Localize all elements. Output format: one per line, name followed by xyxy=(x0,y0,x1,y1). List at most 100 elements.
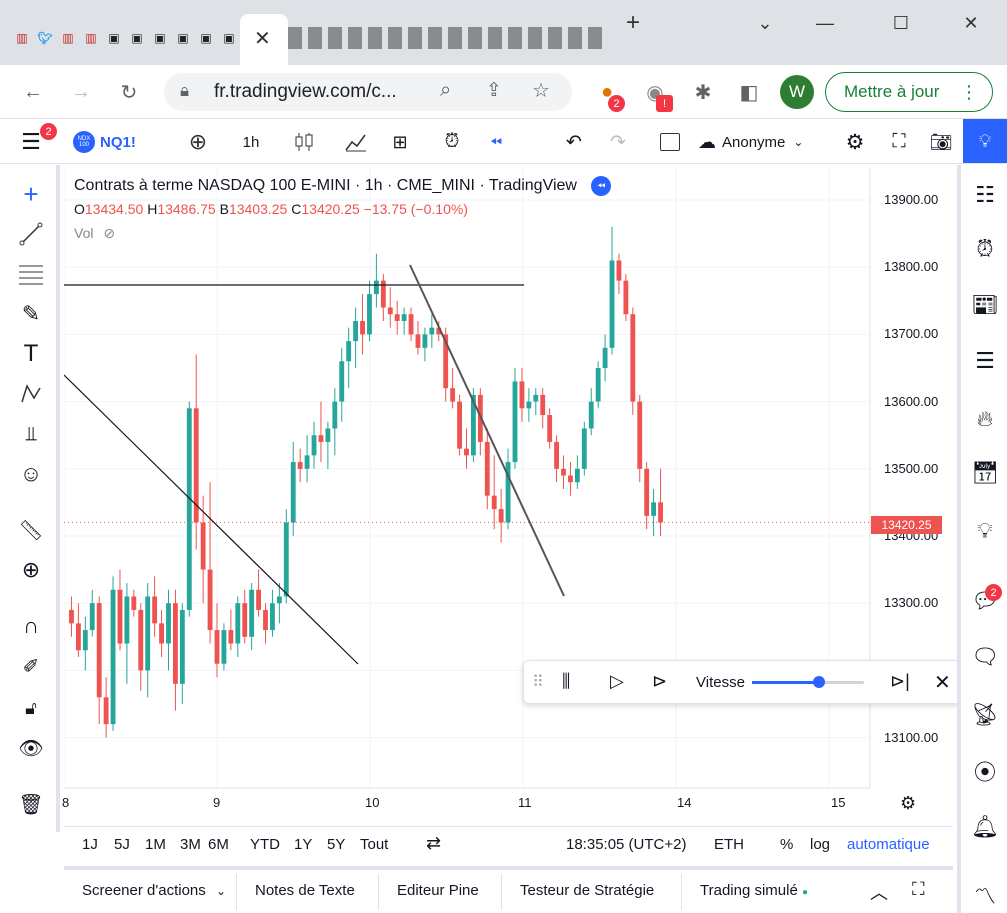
app-icon[interactable]: ▣ xyxy=(108,31,120,45)
omnibox[interactable]: 🔒︎ fr.tradingview.com/c... ⌕ ⇪ ☆ xyxy=(164,73,572,111)
data-window-icon[interactable]: ☰ xyxy=(975,348,995,373)
ideas-bulb-icon[interactable]: 💡︎ xyxy=(963,119,1007,163)
layout-square-icon[interactable] xyxy=(658,127,682,157)
alerts-clock-icon[interactable]: ⏰︎ xyxy=(976,236,994,261)
app-icon[interactable]: ▣ xyxy=(154,31,166,45)
side-panel-icon[interactable]: ◧ xyxy=(739,81,759,104)
update-button[interactable]: Mettre à jour ⋮ xyxy=(825,72,993,112)
watchlist-icon[interactable]: ☷ xyxy=(975,182,995,207)
ruler-icon[interactable]: 📏︎ xyxy=(18,519,44,542)
axis-settings-gear-icon[interactable]: ⚙︎ xyxy=(900,793,917,813)
eye-icon[interactable]: 👁︎ xyxy=(18,737,44,760)
range-button-1y[interactable]: 1Y xyxy=(294,836,313,853)
range-button-tout[interactable]: Tout xyxy=(360,836,389,853)
calendar-icon[interactable]: 📅︎ xyxy=(971,460,999,485)
alert-clock-icon[interactable]: ⏰︎ xyxy=(444,131,460,152)
zoom-in-icon[interactable]: ⊕ xyxy=(21,557,41,582)
streams-icon[interactable]: 📡︎ xyxy=(971,702,999,727)
broadcast-icon[interactable]: ⦿ xyxy=(973,760,996,785)
auto-scale-button[interactable]: automatique xyxy=(847,836,930,853)
fib-lines-icon[interactable] xyxy=(14,257,48,291)
close-replay-icon[interactable]: ✕ xyxy=(934,672,951,694)
range-button-5y[interactable]: 5Y xyxy=(327,836,346,853)
redo-icon[interactable]: ↷ xyxy=(610,131,626,153)
settings-gear-icon[interactable]: ⚙︎ xyxy=(845,130,865,154)
clock-display[interactable]: 18:35:05 (UTC+2) xyxy=(566,836,687,853)
app-icon[interactable]: ▣ xyxy=(223,31,235,45)
log-scale-button[interactable]: log xyxy=(810,836,831,853)
unlock-icon[interactable]: 🔓︎ xyxy=(25,697,37,718)
fullscreen-icon[interactable]: ⛶ xyxy=(892,131,906,152)
close-tab-icon[interactable]: ✕ xyxy=(254,28,271,50)
collapse-panel-icon[interactable]: ︿ xyxy=(870,883,888,903)
twitter-icon[interactable]: 🐦︎ xyxy=(37,31,53,45)
tab-text-notes[interactable]: Notes de Texte xyxy=(255,882,355,899)
tab-stock-screener[interactable]: Screener d'actions ⌄ xyxy=(82,882,226,899)
tab-pine-editor[interactable]: Editeur Pine xyxy=(397,882,479,899)
undo-icon[interactable]: ↶ xyxy=(566,131,582,153)
app-icon[interactable]: ▣ xyxy=(200,31,212,45)
hotlist-flame-icon[interactable]: 🔥︎ xyxy=(976,406,994,431)
range-button-6m[interactable]: 6M xyxy=(208,836,229,853)
account-dropdown[interactable]: ☁︎ Anonyme ⌄ xyxy=(698,127,803,157)
pattern-icon[interactable] xyxy=(14,377,48,411)
emoji-icon[interactable]: ☺ xyxy=(19,461,43,486)
tab-paper-trading[interactable]: Trading simulé ● xyxy=(700,882,808,899)
speed-slider[interactable] xyxy=(752,676,864,688)
tab-strategy-tester[interactable]: Testeur de Stratégie xyxy=(520,882,655,899)
share-icon[interactable]: ⇪ xyxy=(486,80,502,101)
app-icon[interactable]: ▣ xyxy=(131,31,143,45)
back-button[interactable]: ← xyxy=(23,80,43,103)
price-chart-svg[interactable] xyxy=(64,168,953,823)
compare-add-icon[interactable]: ⊕ xyxy=(188,129,208,154)
volume-legend[interactable]: Vol ⊘ xyxy=(74,225,115,242)
camera-icon[interactable]: 📷︎ xyxy=(929,131,953,152)
kebab-menu-icon[interactable]: ⋮ xyxy=(960,81,978,102)
select-bar-icon[interactable]: ⫼ xyxy=(562,671,571,691)
range-button-ytd[interactable]: YTD xyxy=(250,836,280,853)
zoom-icon[interactable]: ⌕ xyxy=(440,79,452,101)
maximize-panel-icon[interactable]: ⛶ xyxy=(912,879,925,899)
new-tab-button[interactable]: + xyxy=(625,9,640,36)
bookmark-star-icon[interactable]: ☆ xyxy=(532,80,550,102)
trend-up-icon[interactable]: 〽 xyxy=(973,884,996,909)
notifications-bell-icon[interactable]: 🔔︎ xyxy=(971,814,999,839)
range-button-1m[interactable]: 1M xyxy=(145,836,166,853)
hamburger-menu-icon[interactable]: ☰ xyxy=(21,129,41,154)
play-icon[interactable]: ▷ xyxy=(610,671,624,691)
percent-scale-button[interactable]: % xyxy=(780,836,794,853)
url-text[interactable]: fr.tradingview.com/c... xyxy=(214,81,397,102)
trend-line-icon[interactable] xyxy=(14,217,48,251)
app-icon[interactable]: ▣ xyxy=(177,31,189,45)
chart-icon[interactable]: ▥ xyxy=(85,31,97,45)
speed-slider-knob[interactable] xyxy=(813,676,826,688)
maximize-button[interactable]: ☐ xyxy=(892,12,910,33)
measure-forecast-icon[interactable]: ⫫ xyxy=(25,422,37,445)
chart-icon[interactable]: ▥ xyxy=(16,31,28,45)
close-window-button[interactable]: ✕ xyxy=(963,12,979,33)
eye-hidden-icon[interactable]: ⊘ xyxy=(103,225,116,241)
range-button-3m[interactable]: 3M xyxy=(180,836,201,853)
chart-icon[interactable]: ▥ xyxy=(62,31,74,45)
range-button-5j[interactable]: 5J xyxy=(114,836,130,853)
interval-button[interactable]: 1h xyxy=(242,133,260,151)
tab-search-icon[interactable]: ⌄ xyxy=(757,12,773,33)
private-chat-icon[interactable]: 🗨︎ xyxy=(971,644,999,669)
magnet-icon[interactable]: ∩ xyxy=(23,613,39,638)
minimize-button[interactable]: — xyxy=(816,12,834,33)
drag-handle-icon[interactable]: ⠿ xyxy=(532,674,544,691)
ideas-bulb-icon[interactable]: 💡︎ xyxy=(977,518,993,543)
lock-drawing-pencil-icon[interactable]: ✐ xyxy=(22,655,40,678)
text-tool-icon[interactable]: T xyxy=(23,340,39,367)
reload-button[interactable]: ↻ xyxy=(120,81,138,104)
active-tab[interactable]: ✕ xyxy=(240,14,288,65)
step-forward-icon[interactable]: ⊳ xyxy=(652,671,668,691)
jump-to-realtime-icon[interactable]: ⊳| xyxy=(890,671,910,691)
session-button[interactable]: ETH xyxy=(714,836,744,853)
trash-icon[interactable]: 🗑︎ xyxy=(18,793,44,816)
brush-icon[interactable]: ✎ xyxy=(21,301,41,326)
chart-pane[interactable]: Contrats à terme NASDAQ 100 E-MINI · 1h … xyxy=(62,168,953,823)
symbol-search[interactable]: NQ1! xyxy=(100,133,136,151)
news-icon[interactable]: 📰︎ xyxy=(971,292,999,317)
indicators-icon[interactable] xyxy=(344,127,368,157)
